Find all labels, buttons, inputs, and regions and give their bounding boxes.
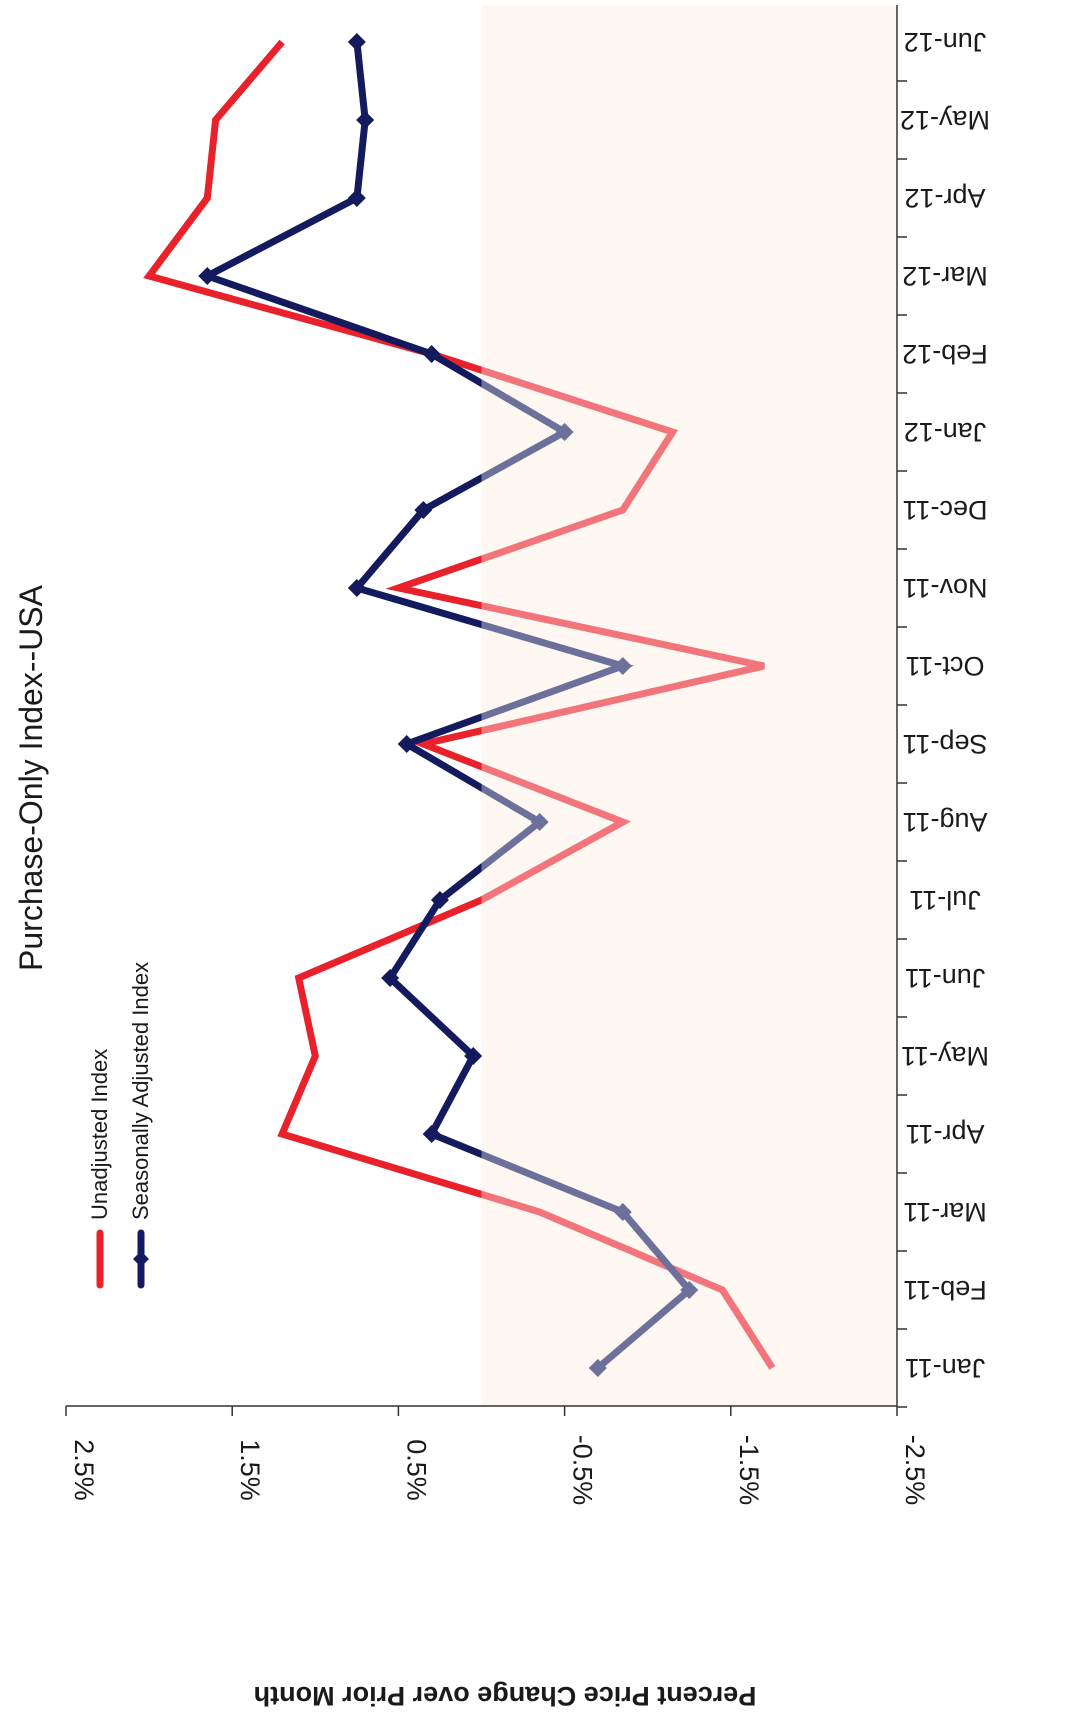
- data-point-marker: [613, 1203, 632, 1221]
- data-point-marker: [613, 657, 632, 675]
- x-tick-label: Apr-12: [904, 183, 985, 213]
- negative-region-shading: [481, 5, 897, 1406]
- legend-marker: [133, 1251, 149, 1267]
- data-point-marker: [198, 267, 217, 285]
- x-tick-label: Mar-11: [903, 1197, 987, 1227]
- data-point-marker: [347, 579, 366, 597]
- data-point-marker: [430, 891, 449, 909]
- data-point-marker: [356, 111, 375, 129]
- legend-label: Unadjusted Index: [87, 1049, 112, 1220]
- x-tick-label: Dec-11: [902, 495, 987, 525]
- x-tick-label: Jul-11: [909, 885, 981, 915]
- unadjusted-index-line: [143, 39, 776, 1370]
- data-point-marker: [555, 423, 574, 441]
- y-tick-label: -2.5%: [900, 1435, 930, 1506]
- x-tick-label: Aug-11: [902, 807, 987, 837]
- data-point-marker: [414, 501, 433, 519]
- chart-title: Purchase-Only Index--USA: [13, 584, 49, 971]
- y-axis-label: Percent Price Change over Prior Month: [254, 1681, 757, 1711]
- negative-region-overlay: [481, 5, 897, 1406]
- x-tick-label: Jan-11: [905, 1353, 986, 1383]
- x-tick-label: Jan-12: [904, 417, 987, 447]
- data-point-marker: [422, 1125, 441, 1143]
- y-tick-label: -1.5%: [734, 1435, 764, 1506]
- y-tick-label: 1.5%: [235, 1439, 265, 1501]
- x-tick-label: Jun-11: [905, 963, 986, 993]
- y-tick-label: 0.5%: [401, 1439, 431, 1501]
- data-point-marker: [397, 735, 416, 753]
- x-tick-label: Nov-11: [902, 573, 987, 603]
- legend-label: Seasonally Adjusted Index: [128, 962, 153, 1220]
- x-tick-label: Feb-11: [903, 1275, 987, 1305]
- data-point-marker: [422, 345, 441, 363]
- data-point-marker: [381, 969, 400, 987]
- data-point-marker: [588, 1359, 607, 1377]
- y-tick-label: -0.5%: [568, 1435, 598, 1506]
- data-point-marker: [464, 1047, 483, 1065]
- x-tick-label: Sep-11: [902, 729, 987, 759]
- x-tick-label: Mar-12: [902, 261, 988, 291]
- x-tick-label: Apr-11: [905, 1119, 984, 1149]
- x-tick-label: May-11: [901, 1041, 989, 1071]
- x-tick-label: Feb-12: [902, 339, 988, 369]
- y-tick-label: 2.5%: [69, 1439, 99, 1501]
- data-point-marker: [530, 813, 549, 831]
- x-tick-label: Jun-12: [904, 27, 987, 57]
- data-point-marker: [680, 1281, 699, 1299]
- legend: Unadjusted Index Seasonally Adjusted Inde…: [87, 962, 153, 1289]
- data-point-marker: [347, 33, 366, 51]
- data-point-marker: [347, 189, 366, 207]
- x-tick-label: Oct-11: [905, 651, 984, 681]
- plot-area: [143, 5, 897, 1406]
- x-tick-label: May-12: [900, 105, 990, 135]
- seasonally-adjusted-line: [198, 41, 695, 1371]
- axes: 2.5% 1.5% 0.5% -0.5% -1.5% -2.5% Jan-11 Feb-11 M…: [65, 5, 990, 1506]
